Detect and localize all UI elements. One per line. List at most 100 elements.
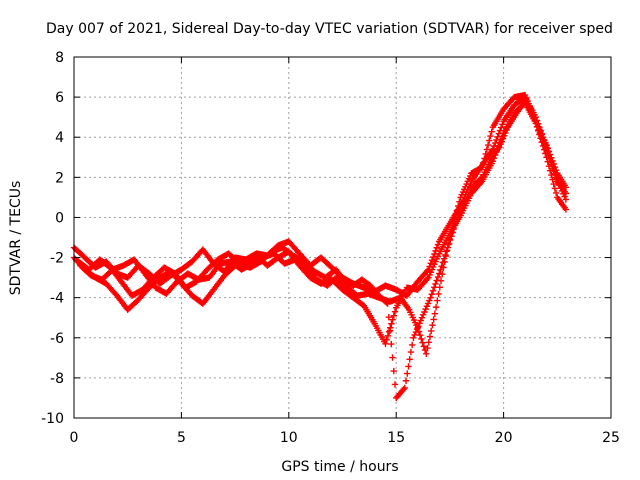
tick-labels: 0 5 10 15 20 25 -10 -8 -6 -4 -2 0 2 4 6 8 xyxy=(41,50,620,446)
data-point xyxy=(385,328,393,335)
data-point xyxy=(550,164,557,172)
data-point xyxy=(388,340,395,348)
data-point xyxy=(548,161,556,168)
data-point xyxy=(384,300,391,307)
data-point xyxy=(502,129,509,137)
data-point xyxy=(480,159,487,167)
data-point xyxy=(408,341,416,349)
data-point xyxy=(413,325,421,333)
data-point xyxy=(391,381,399,388)
data-point xyxy=(534,123,541,130)
data-point xyxy=(435,290,442,298)
data-point xyxy=(418,335,425,343)
data-point xyxy=(550,180,557,188)
data-point xyxy=(384,332,392,339)
data-point xyxy=(433,277,440,284)
data-point xyxy=(539,136,546,143)
data-point xyxy=(536,129,544,137)
data-point xyxy=(447,236,454,244)
data-point xyxy=(555,178,562,186)
data-point xyxy=(483,146,491,153)
data-point xyxy=(434,297,441,304)
data-point xyxy=(442,251,449,259)
data-point xyxy=(383,336,390,343)
data-point xyxy=(482,150,489,158)
data-point xyxy=(406,356,413,363)
data-point xyxy=(416,331,424,339)
data-point xyxy=(418,314,426,321)
data-point xyxy=(484,141,492,149)
data-point xyxy=(432,303,440,311)
data-point xyxy=(427,294,434,301)
data-point xyxy=(416,320,423,327)
data-point xyxy=(434,241,442,248)
data-point xyxy=(562,196,570,203)
data-point xyxy=(423,350,430,358)
data-point xyxy=(407,348,415,356)
x-tick-label: 20 xyxy=(495,430,513,446)
data-point xyxy=(400,386,407,393)
data-point xyxy=(426,333,434,340)
data-point xyxy=(401,384,408,392)
data-point xyxy=(486,137,493,144)
data-point xyxy=(545,151,552,159)
data-point xyxy=(436,284,443,291)
data-point xyxy=(535,126,542,133)
series-trace-3 xyxy=(77,91,570,358)
data-point xyxy=(424,267,431,275)
data-point xyxy=(382,340,389,347)
data-point xyxy=(501,132,508,139)
data-point xyxy=(552,171,559,179)
data-point xyxy=(540,139,547,146)
y-tick-label: 6 xyxy=(55,90,64,106)
data-point xyxy=(424,344,431,352)
data-point xyxy=(391,308,399,315)
data-point xyxy=(562,184,570,191)
plot-frame xyxy=(73,56,612,419)
data-point xyxy=(477,175,485,182)
axis-ticks xyxy=(73,56,612,419)
data-point xyxy=(420,343,428,350)
data-point xyxy=(448,233,455,240)
y-tick-label: 4 xyxy=(55,130,64,146)
data-point xyxy=(427,260,435,267)
data-point xyxy=(458,206,465,214)
data-point xyxy=(455,212,462,219)
x-tick-label: 10 xyxy=(280,430,298,446)
data-point xyxy=(452,211,459,218)
data-point xyxy=(410,334,417,341)
data-point xyxy=(440,255,448,262)
data-point xyxy=(530,113,537,121)
data-point xyxy=(390,312,398,319)
y-tick-label: -10 xyxy=(41,411,64,427)
y-tick-label: 8 xyxy=(55,50,64,66)
data-point xyxy=(427,327,435,335)
data-points xyxy=(70,91,570,402)
data-point xyxy=(390,367,397,375)
data-point xyxy=(433,244,440,251)
data-point xyxy=(546,154,553,162)
data-point xyxy=(543,148,551,156)
y-tick-label: -6 xyxy=(50,331,64,347)
data-point xyxy=(420,311,427,319)
data-point xyxy=(404,370,411,377)
data-point xyxy=(537,132,545,140)
data-point xyxy=(532,120,540,127)
x-tick-label: 25 xyxy=(602,430,620,446)
y-tick-label: -2 xyxy=(50,251,64,267)
data-point xyxy=(488,128,495,135)
x-tick-label: 15 xyxy=(387,430,405,446)
data-point xyxy=(497,141,504,148)
data-point xyxy=(460,201,467,208)
data-point xyxy=(454,202,462,210)
data-point xyxy=(419,339,426,346)
data-point xyxy=(428,257,436,264)
data-point xyxy=(541,142,548,149)
data-point xyxy=(411,331,418,339)
data-point xyxy=(402,377,410,384)
data-point xyxy=(439,259,447,266)
data-point xyxy=(498,124,505,131)
data-point xyxy=(523,94,530,102)
data-point xyxy=(383,299,390,306)
